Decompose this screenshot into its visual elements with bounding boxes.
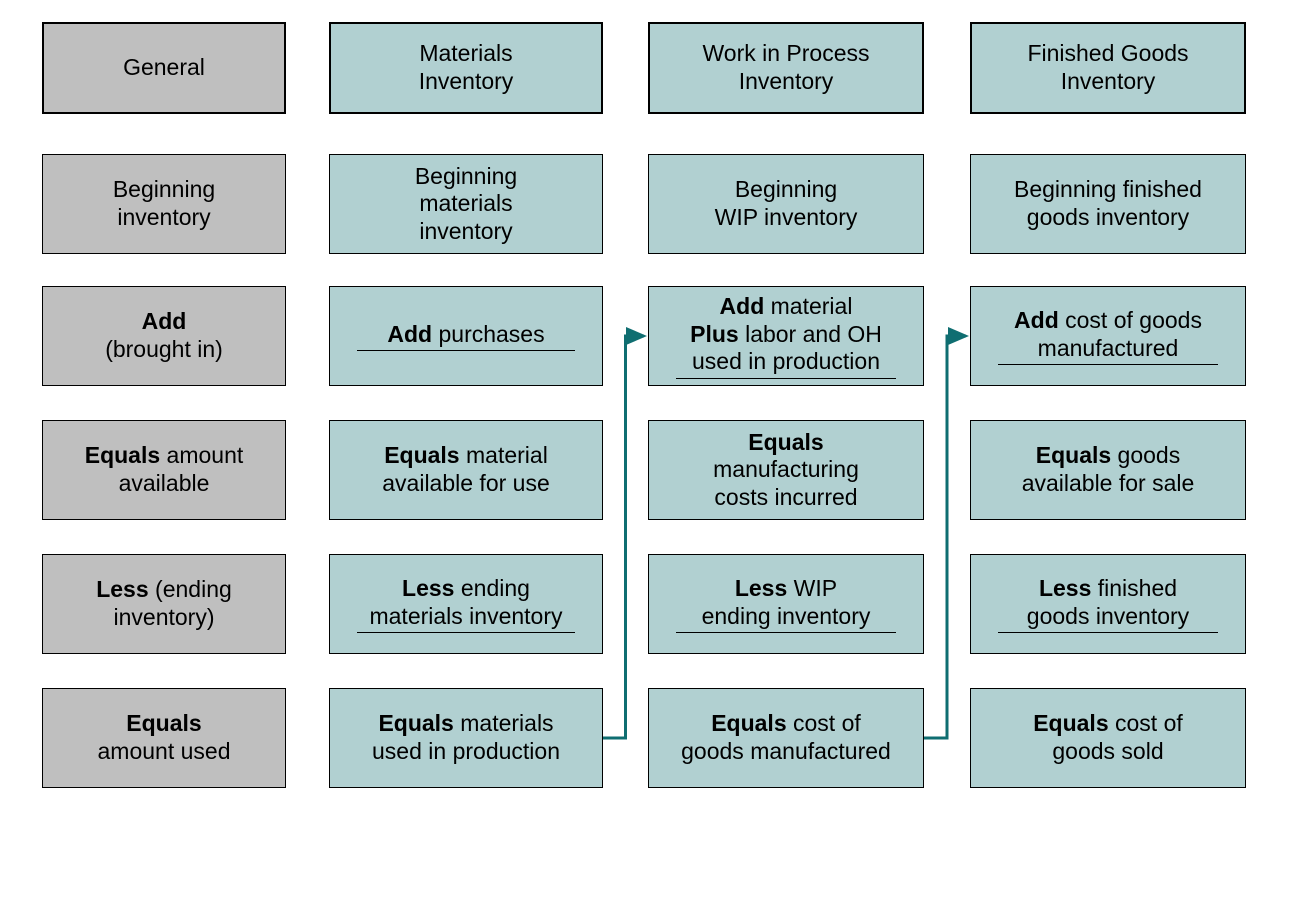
underline — [998, 632, 1217, 633]
column-header-label: Finished GoodsInventory — [1027, 40, 1188, 95]
column-header-general: General — [42, 22, 286, 114]
cell-wip-row4: Less WIPending inventory — [648, 554, 924, 654]
cell-label: Equals amountavailable — [85, 442, 244, 497]
cell-label: Beginninginventory — [113, 176, 215, 231]
column-header-label: General — [123, 54, 205, 82]
column-header-finished: Finished GoodsInventory — [970, 22, 1246, 114]
column-header-label: Work in ProcessInventory — [702, 40, 869, 95]
cell-wip-row3: Equalsmanufacturingcosts incurred — [648, 420, 924, 520]
cell-finished-row2: Add cost of goodsmanufactured — [970, 286, 1246, 386]
underline — [676, 632, 895, 633]
cell-label: Equalsamount used — [98, 710, 231, 765]
cell-materials-row3: Equals materialavailable for use — [329, 420, 603, 520]
cell-label: Equals cost ofgoods sold — [1033, 710, 1183, 765]
cell-wip-row1: BeginningWIP inventory — [648, 154, 924, 254]
underline — [676, 378, 895, 379]
cell-general-row4: Less (endinginventory) — [42, 554, 286, 654]
underline — [998, 364, 1217, 365]
cell-materials-row4: Less endingmaterials inventory — [329, 554, 603, 654]
cell-materials-row5: Equals materialsused in production — [329, 688, 603, 788]
cell-label: Equals materialsused in production — [372, 710, 560, 765]
cell-label: Equalsmanufacturingcosts incurred — [713, 429, 859, 512]
cell-label: Beginning finishedgoods inventory — [1014, 176, 1202, 231]
cell-label: Less finishedgoods inventory — [1027, 575, 1189, 630]
cell-label: Add cost of goodsmanufactured — [1014, 307, 1202, 362]
column-header-materials: MaterialsInventory — [329, 22, 603, 114]
cell-label: BeginningWIP inventory — [715, 176, 858, 231]
flow-arrow-1 — [603, 336, 644, 738]
cell-finished-row4: Less finishedgoods inventory — [970, 554, 1246, 654]
cell-label: Add materialPlus labor and OHused in pro… — [690, 293, 882, 376]
cell-finished-row3: Equals goodsavailable for sale — [970, 420, 1246, 520]
cell-general-row2: Add(brought in) — [42, 286, 286, 386]
column-header-label: MaterialsInventory — [419, 40, 514, 95]
cell-label: Less WIPending inventory — [702, 575, 871, 630]
cell-label: Equals goodsavailable for sale — [1022, 442, 1195, 497]
column-header-wip: Work in ProcessInventory — [648, 22, 924, 114]
cell-wip-row5: Equals cost ofgoods manufactured — [648, 688, 924, 788]
cell-label: Equals cost ofgoods manufactured — [681, 710, 891, 765]
cell-general-row3: Equals amountavailable — [42, 420, 286, 520]
cell-general-row5: Equalsamount used — [42, 688, 286, 788]
cell-label: Less endingmaterials inventory — [369, 575, 562, 630]
cell-label: Less (endinginventory) — [96, 576, 232, 631]
cell-finished-row5: Equals cost ofgoods sold — [970, 688, 1246, 788]
cell-wip-row2: Add materialPlus labor and OHused in pro… — [648, 286, 924, 386]
flow-arrow-2 — [924, 336, 966, 738]
cell-label: Add purchases — [387, 321, 544, 349]
underline — [357, 632, 575, 633]
cell-finished-row1: Beginning finishedgoods inventory — [970, 154, 1246, 254]
cell-label: Beginningmaterialsinventory — [415, 163, 517, 246]
cell-label: Equals materialavailable for use — [382, 442, 550, 497]
cell-general-row1: Beginninginventory — [42, 154, 286, 254]
cell-materials-row1: Beginningmaterialsinventory — [329, 154, 603, 254]
underline — [357, 350, 575, 351]
cell-materials-row2: Add purchases — [329, 286, 603, 386]
cell-label: Add(brought in) — [105, 308, 223, 363]
